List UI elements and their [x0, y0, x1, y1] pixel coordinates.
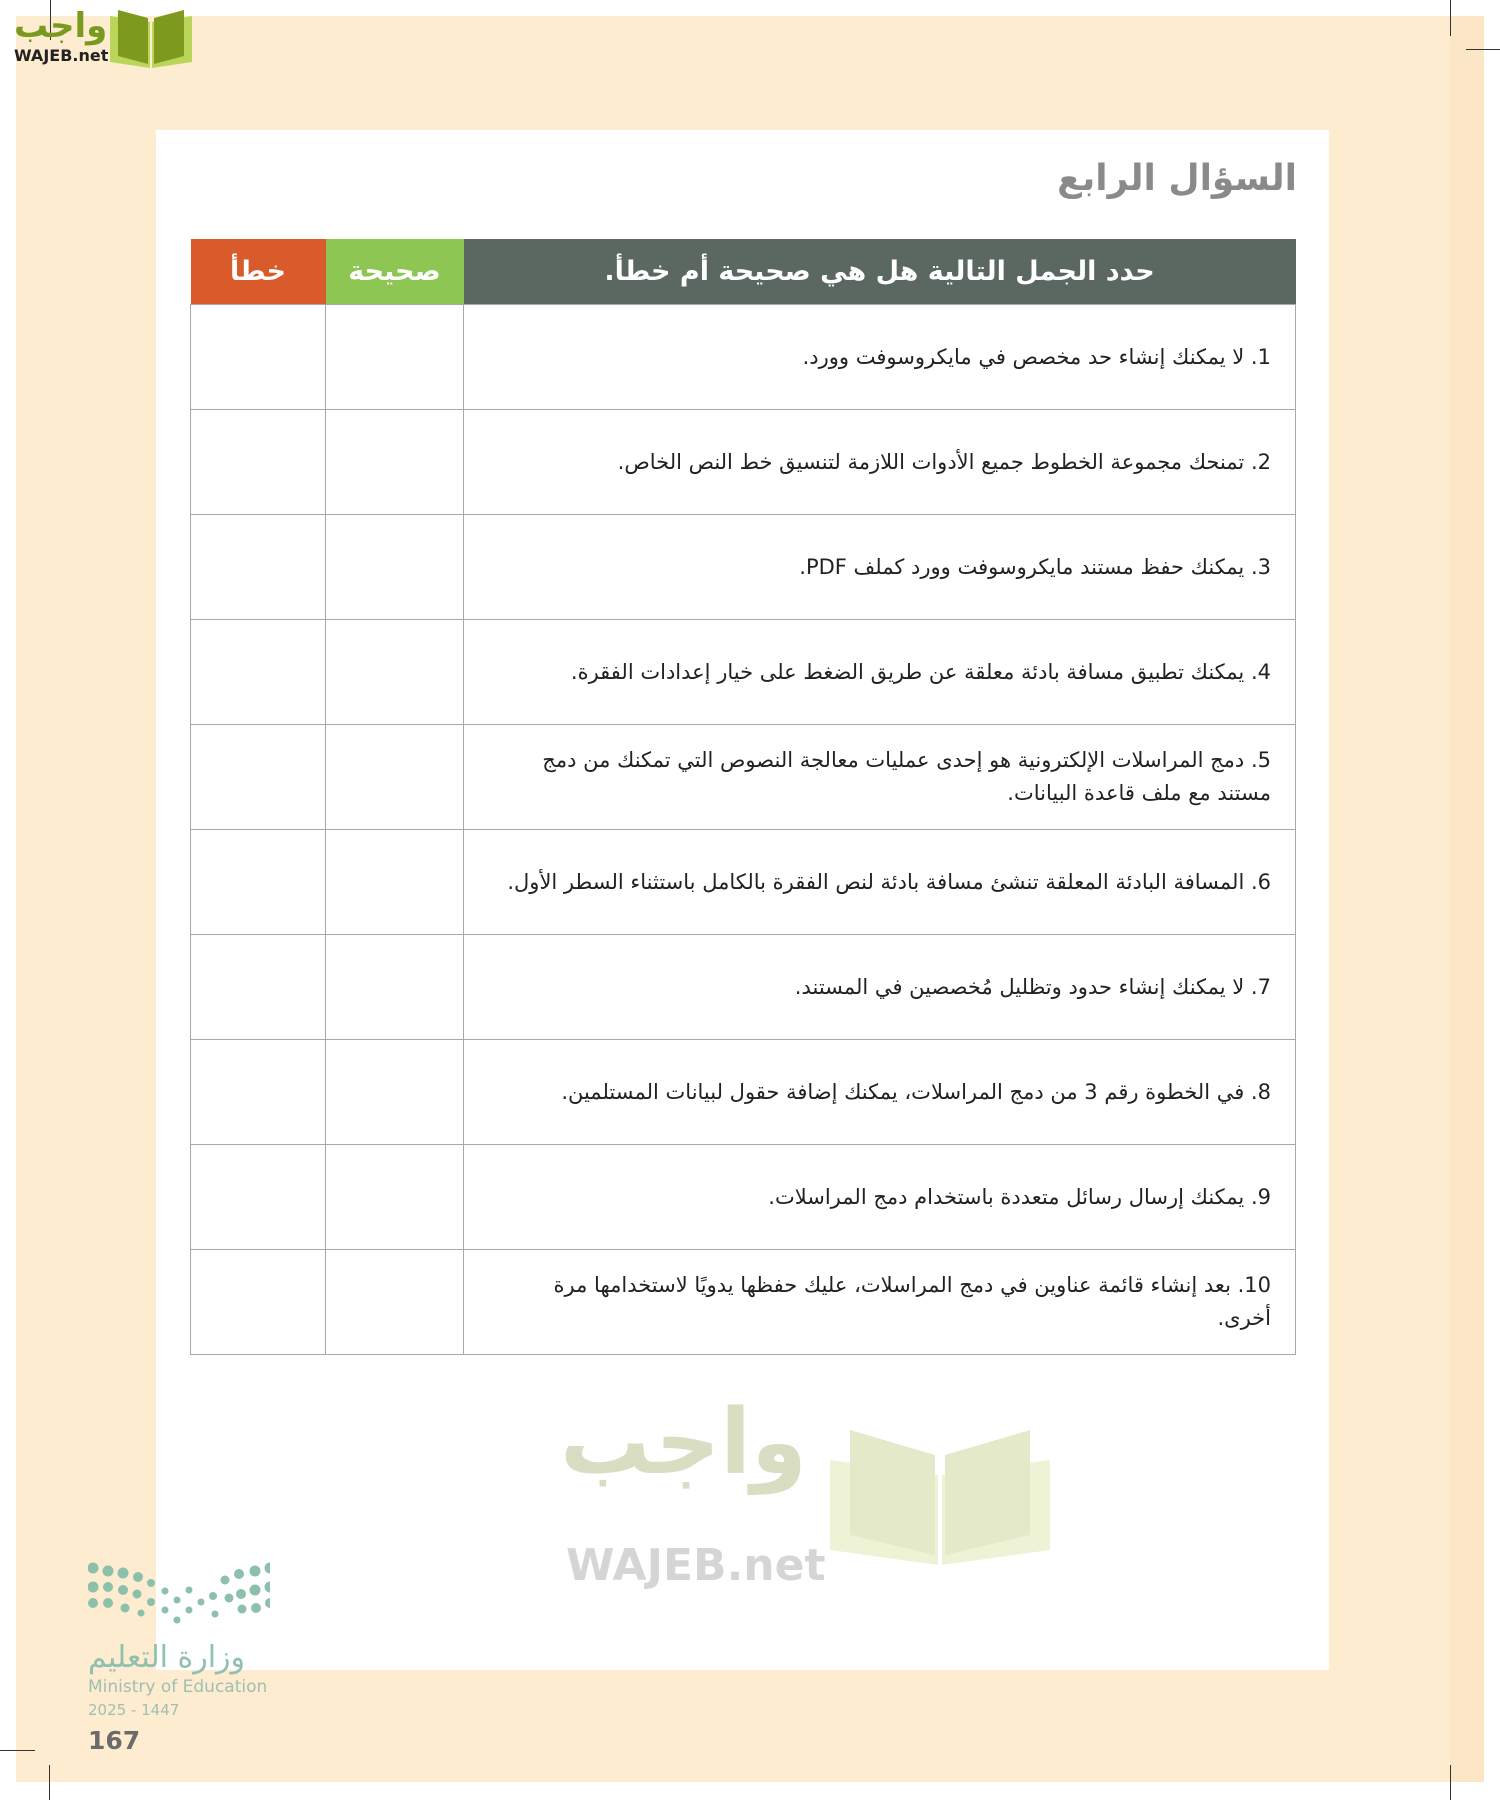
- false-answer-cell[interactable]: [190, 304, 326, 410]
- dot: [117, 1567, 129, 1579]
- true-answer-cell[interactable]: [325, 514, 464, 620]
- dot: [120, 1603, 130, 1613]
- dot: [161, 1606, 169, 1614]
- ministry-logo: وزارة التعليم Ministry of Education 2025…: [87, 1560, 276, 1719]
- dot: [249, 1584, 261, 1596]
- statement-cell: 3. يمكنك حفظ مستند مايكروسوفت وورد كملف …: [463, 514, 1296, 620]
- dot: [251, 1603, 261, 1613]
- dot: [102, 1565, 114, 1577]
- false-answer-cell[interactable]: [190, 514, 326, 620]
- logo-latin: WAJEB.net: [14, 46, 109, 65]
- dot: [224, 1593, 234, 1603]
- dot: [197, 1598, 205, 1606]
- dot: [211, 1610, 219, 1618]
- table-row: 10. بعد إنشاء قائمة عناوين في دمج المراس…: [190, 1249, 1296, 1355]
- statement-cell: 7. لا يمكنك إنشاء حدود وتظليل مُخصصين في…: [463, 934, 1296, 1040]
- false-header: خطأ: [190, 239, 326, 305]
- crop-mark: [50, 0, 51, 40]
- ministry-english: Ministry of Education: [88, 1677, 268, 1697]
- true-answer-cell[interactable]: [325, 619, 464, 725]
- dot: [209, 1592, 217, 1600]
- true-answer-cell[interactable]: [325, 724, 464, 830]
- true-answer-cell[interactable]: [325, 1039, 464, 1145]
- dot: [173, 1596, 181, 1604]
- dot: [87, 1581, 99, 1593]
- crop-mark: [1466, 49, 1500, 50]
- dot: [132, 1589, 142, 1599]
- true-answer-cell[interactable]: [325, 409, 464, 515]
- dot: [185, 1606, 193, 1614]
- dot: [88, 1598, 98, 1608]
- statement-cell: 8. في الخطوة رقم 3 من دمج المراسلات، يمك…: [463, 1039, 1296, 1145]
- dot: [133, 1572, 143, 1582]
- dot: [147, 1579, 155, 1587]
- false-answer-cell[interactable]: [190, 1144, 326, 1250]
- dot: [118, 1585, 128, 1595]
- statement-cell: 10. بعد إنشاء قائمة عناوين في دمج المراس…: [463, 1249, 1296, 1355]
- false-answer-cell[interactable]: [190, 619, 326, 725]
- table-row: 8. في الخطوة رقم 3 من دمج المراسلات، يمك…: [190, 1039, 1296, 1145]
- table-row: 6. المسافة البادئة المعلقة تنشئ مسافة با…: [190, 829, 1296, 935]
- false-answer-cell[interactable]: [190, 1039, 326, 1145]
- statement-cell: 6. المسافة البادئة المعلقة تنشئ مسافة با…: [463, 829, 1296, 935]
- dot: [220, 1575, 230, 1585]
- dot: [237, 1604, 247, 1614]
- table-row: 2. تمنحك مجموعة الخطوط جميع الأدوات اللا…: [190, 409, 1296, 515]
- false-answer-cell[interactable]: [190, 829, 326, 935]
- page-edge-band: [1450, 16, 1484, 1782]
- dot: [147, 1598, 155, 1606]
- dot: [236, 1589, 246, 1599]
- table-row: 5. دمج المراسلات الإلكترونية هو إحدى عمل…: [190, 724, 1296, 830]
- ministry-dots-icon: [87, 1562, 276, 1624]
- statement-cell: 2. تمنحك مجموعة الخطوط جميع الأدوات اللا…: [463, 409, 1296, 515]
- dot: [265, 1598, 275, 1608]
- crop-mark: [1450, 0, 1451, 36]
- false-answer-cell[interactable]: [190, 934, 326, 1040]
- table-row: 4. يمكنك تطبيق مسافة بادئة معلقة عن طريق…: [190, 619, 1296, 725]
- dot: [137, 1609, 145, 1617]
- true-answer-cell[interactable]: [325, 1144, 464, 1250]
- ministry-arabic: وزارة التعليم: [88, 1640, 246, 1675]
- statement-cell: 9. يمكنك إرسال رسائل متعددة باستخدام دمج…: [463, 1144, 1296, 1250]
- page-number: 167: [88, 1726, 141, 1755]
- true-answer-cell[interactable]: [325, 304, 464, 410]
- statement-cell: 5. دمج المراسلات الإلكترونية هو إحدى عمل…: [463, 724, 1296, 830]
- dot: [249, 1565, 261, 1577]
- false-answer-cell[interactable]: [190, 1249, 326, 1355]
- dot: [234, 1569, 244, 1579]
- false-answer-cell[interactable]: [190, 724, 326, 830]
- crop-mark: [49, 1765, 50, 1800]
- table-row: 9. يمكنك إرسال رسائل متعددة باستخدام دمج…: [190, 1144, 1296, 1250]
- dot: [264, 1562, 276, 1574]
- dot: [173, 1616, 181, 1624]
- question-title: السؤال الرابع: [1057, 158, 1297, 199]
- book-icon: [110, 10, 192, 68]
- ministry-year: 2025 - 1447: [88, 1701, 180, 1719]
- crop-mark: [1450, 1765, 1451, 1800]
- dot: [103, 1598, 113, 1608]
- statement-header: حدد الجمل التالية هل هي صحيحة أم خطأ.: [463, 239, 1296, 305]
- false-answer-cell[interactable]: [190, 409, 326, 515]
- dot: [161, 1587, 169, 1595]
- true-answer-cell[interactable]: [325, 1249, 464, 1355]
- table-row: 3. يمكنك حفظ مستند مايكروسوفت وورد كملف …: [190, 514, 1296, 620]
- table-header: حدد الجمل التالية هل هي صحيحة أم خطأ. صح…: [190, 239, 1296, 305]
- table-row: 7. لا يمكنك إنشاء حدود وتظليل مُخصصين في…: [190, 934, 1296, 1040]
- dot: [185, 1586, 193, 1594]
- true-false-table: حدد الجمل التالية هل هي صحيحة أم خطأ. صح…: [190, 239, 1296, 1355]
- dot: [264, 1581, 276, 1593]
- statement-cell: 1. لا يمكنك إنشاء حد مخصص في مايكروسوفت …: [463, 304, 1296, 410]
- table-row: 1. لا يمكنك إنشاء حد مخصص في مايكروسوفت …: [190, 304, 1296, 410]
- statement-cell: 4. يمكنك تطبيق مسافة بادئة معلقة عن طريق…: [463, 619, 1296, 725]
- true-answer-cell[interactable]: [325, 829, 464, 935]
- dot: [87, 1562, 99, 1574]
- logo-arabic: واجب: [14, 6, 108, 46]
- true-header: صحيحة: [325, 239, 464, 305]
- crop-mark: [0, 1750, 35, 1751]
- dot: [103, 1582, 113, 1592]
- true-answer-cell[interactable]: [325, 934, 464, 1040]
